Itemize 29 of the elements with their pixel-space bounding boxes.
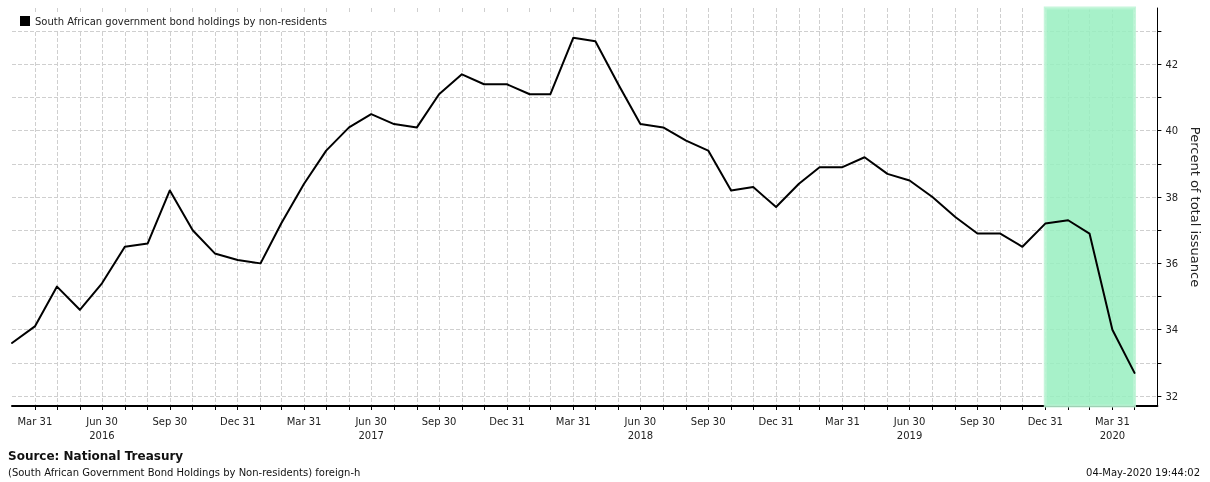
y-tick-label: 38 [1165,191,1179,203]
y-axis-title: Percent of total issuance [1188,126,1203,288]
x-tick-label: Dec 31 [220,415,256,427]
x-tick-label: Sep 30 [690,415,726,427]
line-series [11,36,1136,374]
y-tick-label: 42 [1165,58,1179,70]
x-tick-label: Jun 30 2019 [892,415,926,441]
x-tick-label: Mar 31 [825,415,860,427]
text: (South African Government Bond Holdings by Non-residents) foreign-h [8,466,361,478]
x-tick-label: Dec 31 [1027,415,1063,427]
x-tick-label: Dec 31 [758,415,794,427]
x-tick-label: Sep 30 [421,415,457,427]
x-tick-label: Mar 31 [17,415,53,427]
x-tick-label: Mar 31 2020 [1095,415,1130,441]
x-tick-label: Jun 30 2018 [623,415,657,441]
x-tick-label: Jun 30 2017 [354,415,387,441]
x-tick-label: Jun 30 2016 [85,415,118,441]
x-tick-label: Mar 31 [286,415,322,427]
x-tick-label: Dec 31 [489,415,525,427]
y-tick-label: 40 [1165,125,1179,137]
x-tick-label: Sep 30 [960,415,995,427]
y-tick-label: 32 [1165,390,1179,402]
text: 04-May-2020 19:44:02 [1086,466,1200,478]
source-note: Source: National Treasury [8,449,184,463]
x-tick-label: Mar 31 [555,415,591,427]
legend-label: South African government bond holdings by non-residents [35,15,328,27]
y-tick-label: 36 [1165,257,1179,269]
x-tick-label: Sep 30 [152,415,188,427]
y-tick-label: 34 [1165,324,1179,336]
